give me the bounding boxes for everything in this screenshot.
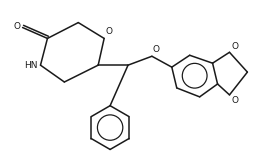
- Text: O: O: [153, 45, 160, 54]
- Text: O: O: [231, 42, 238, 51]
- Text: O: O: [14, 22, 20, 31]
- Text: O: O: [105, 27, 112, 36]
- Text: O: O: [231, 96, 238, 105]
- Text: HN: HN: [24, 61, 37, 70]
